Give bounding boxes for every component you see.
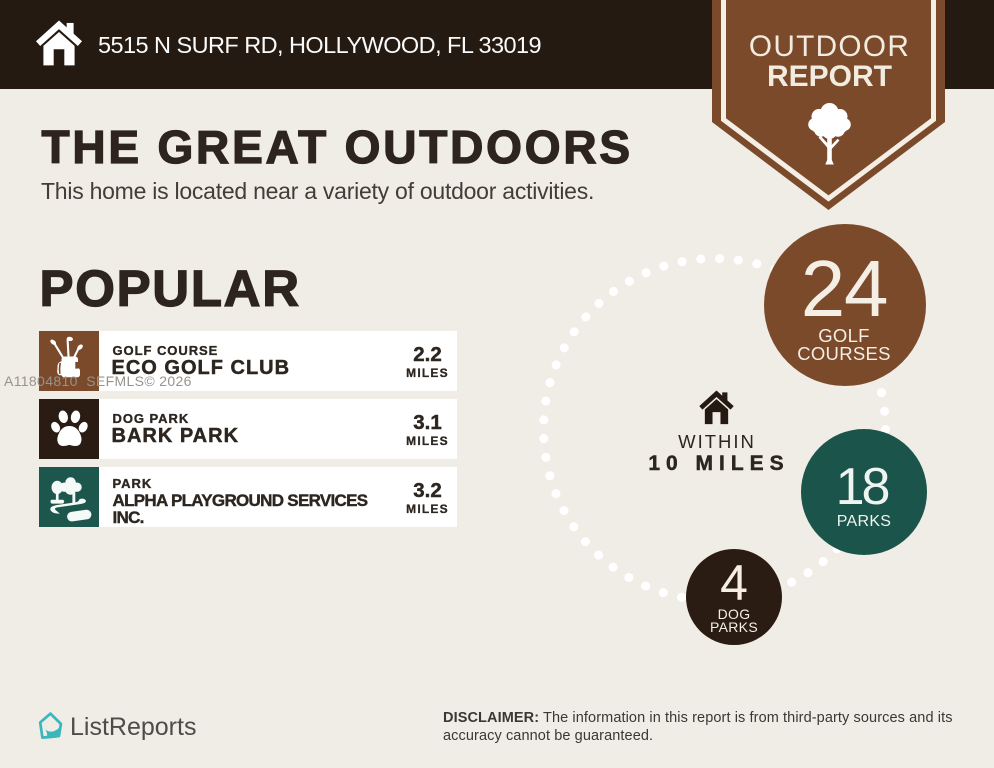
svg-text:OUTDOOR: OUTDOOR [749, 30, 910, 63]
svg-text:REPORT: REPORT [767, 60, 892, 93]
